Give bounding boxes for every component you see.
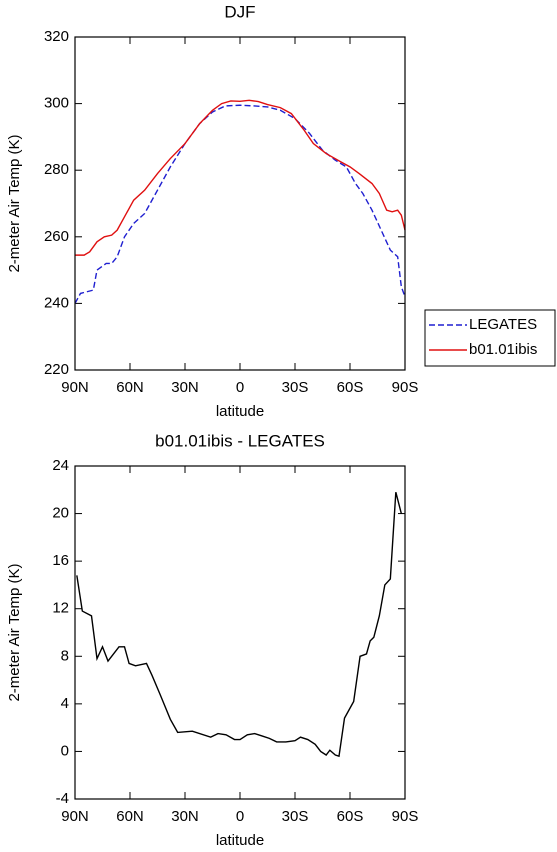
y-tick-label: 280 (44, 161, 69, 178)
y-tick-label: 260 (44, 228, 69, 245)
y-tick-label: 220 (44, 361, 69, 378)
x-tick-label: 60N (116, 379, 144, 396)
x-tick-label: 60S (337, 808, 364, 825)
x-tick-label: 30S (282, 379, 309, 396)
chart-title: DJF (224, 2, 255, 21)
series-line (75, 99, 406, 256)
y-tick-label: 24 (52, 457, 69, 474)
series-line (74, 104, 406, 304)
x-tick-label: 90N (61, 379, 89, 396)
y-tick-label: 240 (44, 294, 69, 311)
y-tick-label: 320 (44, 28, 69, 45)
y-tick-label: 12 (52, 600, 69, 617)
y-tick-label: -4 (56, 790, 69, 807)
plot-frame (74, 465, 406, 800)
x-tick-label: 0 (236, 379, 244, 396)
y-axis-label: 2-meter Air Temp (K) (6, 134, 23, 272)
legend-label: LEGATES (469, 316, 537, 333)
y-tick-label: 0 (61, 742, 69, 759)
x-axis-label: latitude (216, 403, 264, 420)
legend-box (424, 309, 556, 367)
series-line (76, 491, 403, 758)
legend-label: b01.01ibis (469, 341, 537, 358)
y-axis-label: 2-meter Air Temp (K) (6, 563, 23, 701)
x-tick-label: 90N (61, 808, 89, 825)
y-tick-label: 300 (44, 95, 69, 112)
chart-title: b01.01ibis - LEGATES (155, 431, 325, 450)
x-tick-label: 30S (282, 808, 309, 825)
plot-frame (74, 36, 406, 371)
y-tick-label: 8 (61, 647, 69, 664)
x-tick-label: 90S (392, 808, 419, 825)
x-tick-label: 60S (337, 379, 364, 396)
y-tick-label: 20 (52, 505, 69, 522)
x-tick-label: 30N (171, 808, 199, 825)
y-tick-label: 4 (61, 695, 69, 712)
x-axis-label: latitude (216, 832, 264, 849)
x-tick-label: 90S (392, 379, 419, 396)
y-tick-label: 16 (52, 552, 69, 569)
x-tick-label: 60N (116, 808, 144, 825)
x-tick-label: 0 (236, 808, 244, 825)
x-tick-label: 30N (171, 379, 199, 396)
